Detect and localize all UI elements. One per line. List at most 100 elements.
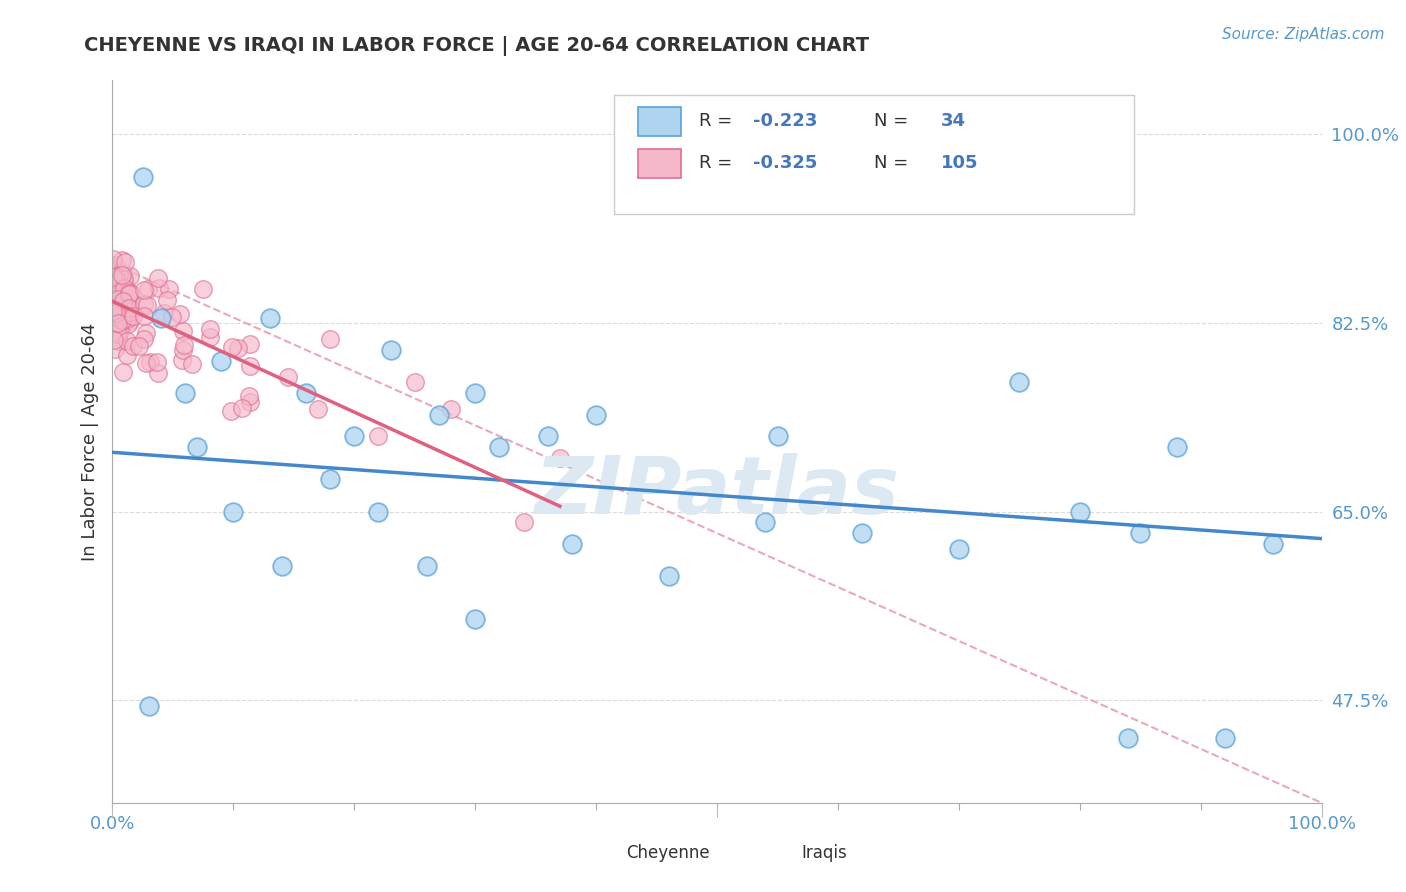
- Point: [111, 252, 134, 267]
- Point: [427, 408, 450, 422]
- Bar: [759, 848, 796, 864]
- Point: [118, 292, 141, 306]
- Point: [112, 295, 135, 310]
- Point: [180, 357, 202, 371]
- Point: [1116, 731, 1139, 745]
- Point: [319, 332, 342, 346]
- Point: [132, 332, 155, 346]
- Point: [416, 558, 439, 573]
- Point: [104, 285, 127, 299]
- Point: [1213, 731, 1236, 745]
- Point: [170, 352, 193, 367]
- Bar: [583, 848, 620, 864]
- Point: [104, 316, 127, 330]
- Point: [103, 252, 125, 267]
- Point: [537, 429, 560, 443]
- Point: [118, 301, 141, 315]
- Text: R =: R =: [699, 112, 738, 130]
- Point: [238, 389, 260, 403]
- Point: [149, 310, 172, 325]
- Point: [548, 450, 571, 465]
- Point: [464, 386, 486, 401]
- Point: [585, 408, 607, 422]
- Point: [118, 287, 141, 301]
- Point: [200, 321, 222, 335]
- Text: Cheyenne: Cheyenne: [626, 845, 710, 863]
- Point: [114, 280, 136, 294]
- Point: [110, 308, 132, 322]
- Point: [107, 307, 129, 321]
- Point: [107, 296, 129, 310]
- Point: [114, 277, 136, 292]
- Point: [132, 170, 155, 185]
- Point: [107, 292, 129, 306]
- Point: [112, 272, 135, 286]
- Point: [112, 294, 135, 309]
- Point: [105, 306, 128, 320]
- Text: ZIPatlas: ZIPatlas: [534, 453, 900, 531]
- Point: [198, 330, 221, 344]
- Point: [136, 298, 159, 312]
- Text: Iraqis: Iraqis: [801, 845, 848, 863]
- Point: [111, 299, 134, 313]
- Point: [103, 292, 125, 306]
- Point: [136, 282, 159, 296]
- Point: [103, 285, 125, 299]
- Y-axis label: In Labor Force | Age 20-64: In Labor Force | Age 20-64: [80, 322, 98, 561]
- Point: [132, 283, 155, 297]
- Point: [110, 285, 132, 299]
- Point: [148, 281, 170, 295]
- Point: [270, 558, 292, 573]
- Point: [1129, 526, 1152, 541]
- Point: [239, 395, 262, 409]
- Point: [118, 286, 141, 301]
- Point: [110, 308, 132, 322]
- Point: [1069, 505, 1091, 519]
- Point: [103, 303, 125, 318]
- Text: CHEYENNE VS IRAQI IN LABOR FORCE | AGE 20-64 CORRELATION CHART: CHEYENNE VS IRAQI IN LABOR FORCE | AGE 2…: [84, 36, 869, 55]
- Point: [1263, 537, 1285, 551]
- Text: N =: N =: [875, 112, 914, 130]
- Point: [440, 402, 463, 417]
- Point: [380, 343, 402, 357]
- Point: [114, 254, 136, 268]
- Point: [851, 526, 873, 541]
- Point: [128, 339, 150, 353]
- Bar: [638, 107, 681, 136]
- Point: [561, 537, 583, 551]
- Point: [186, 440, 208, 454]
- Point: [766, 429, 789, 443]
- Text: R =: R =: [699, 154, 738, 172]
- Text: -0.223: -0.223: [754, 112, 818, 130]
- Point: [512, 516, 534, 530]
- Point: [112, 266, 135, 280]
- Point: [307, 402, 329, 417]
- Point: [239, 337, 262, 351]
- Point: [107, 300, 129, 314]
- Text: N =: N =: [875, 154, 914, 172]
- Point: [121, 338, 143, 352]
- Point: [169, 307, 191, 321]
- Point: [104, 303, 127, 318]
- Point: [658, 569, 681, 583]
- Point: [104, 272, 127, 286]
- Point: [108, 334, 131, 349]
- Point: [226, 341, 249, 355]
- Point: [122, 310, 145, 324]
- Point: [1166, 440, 1188, 454]
- Point: [110, 324, 132, 338]
- Point: [219, 404, 242, 418]
- Point: [259, 310, 281, 325]
- Point: [1008, 376, 1031, 390]
- Point: [277, 369, 299, 384]
- Point: [108, 268, 131, 282]
- Point: [239, 359, 262, 373]
- Point: [295, 386, 318, 401]
- Point: [134, 297, 156, 311]
- Point: [464, 612, 486, 626]
- Text: -0.325: -0.325: [754, 154, 818, 172]
- Point: [191, 282, 214, 296]
- Point: [101, 267, 124, 281]
- Point: [115, 311, 138, 326]
- Point: [160, 310, 183, 324]
